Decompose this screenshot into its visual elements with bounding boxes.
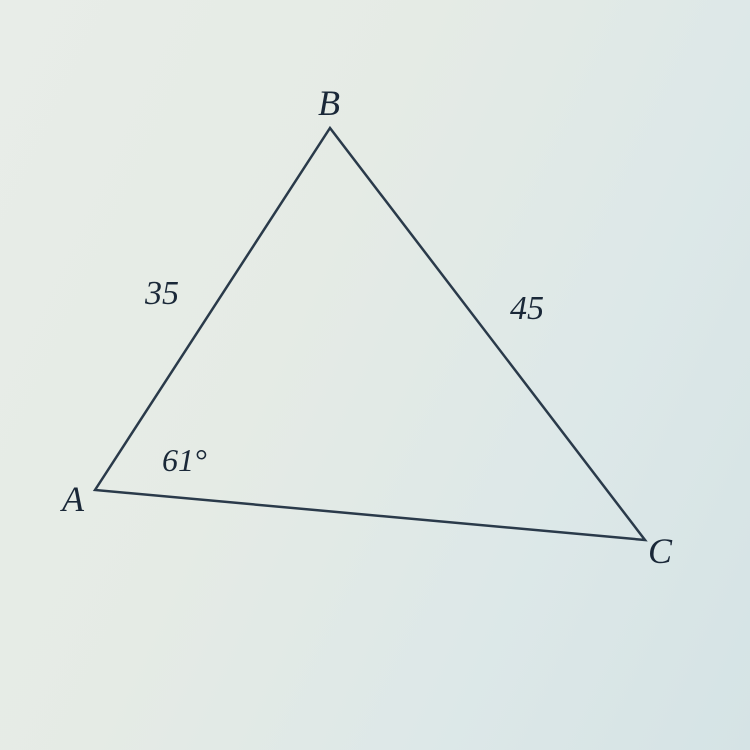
vertex-a-label: A xyxy=(62,478,84,520)
vertex-b-label: B xyxy=(318,82,340,124)
side-bc-label: 45 xyxy=(510,290,544,328)
angle-a-label: 61° xyxy=(162,442,207,479)
side-ab-label: 35 xyxy=(145,275,179,313)
triangle-diagram: A B C 35 45 61° xyxy=(0,0,750,750)
triangle-svg xyxy=(0,0,750,750)
vertex-c-label: C xyxy=(648,530,672,572)
